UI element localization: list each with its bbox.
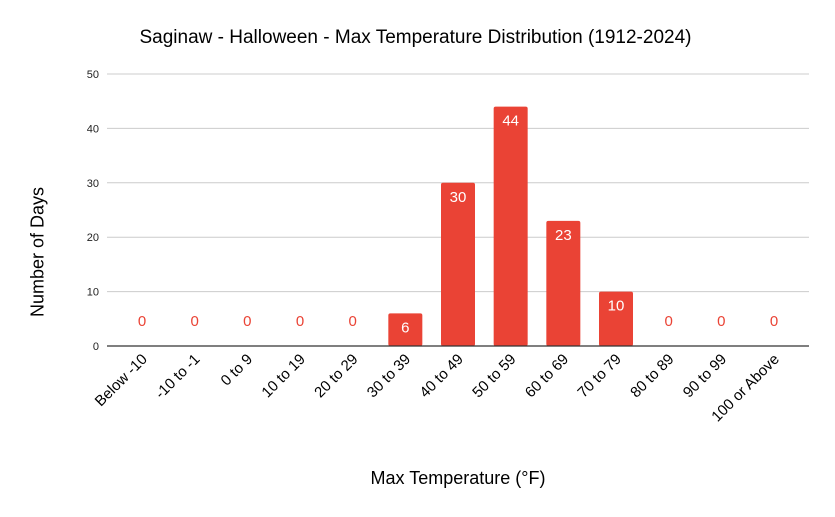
data-label: 0 <box>190 313 198 330</box>
data-label: 23 <box>555 227 572 244</box>
x-tick-label: 70 to 79 <box>574 351 624 401</box>
data-label: 0 <box>717 313 725 330</box>
y-tick-label: 50 <box>87 69 99 81</box>
x-tick-label: 50 to 59 <box>469 351 519 401</box>
x-tick-label: 60 to 69 <box>522 351 572 401</box>
y-tick-label: 30 <box>87 178 99 190</box>
data-label: 0 <box>243 313 251 330</box>
bar <box>441 182 475 346</box>
chart-title-text: Saginaw - Halloween - Max Temperature Di… <box>139 27 692 48</box>
data-label: 0 <box>296 313 304 330</box>
data-label: 0 <box>664 313 672 330</box>
x-tick-label: -10 to -1 <box>152 351 204 403</box>
x-axis-label: Max Temperature (°F) <box>370 468 546 488</box>
data-label: 0 <box>348 313 356 330</box>
y-tick-label: 20 <box>87 232 99 244</box>
data-label: 0 <box>770 313 778 330</box>
bar <box>546 220 581 346</box>
x-tick-label: 90 to 99 <box>680 351 730 401</box>
y-tick-label: 10 <box>87 287 99 299</box>
x-tick-label: 20 to 29 <box>311 351 361 401</box>
x-tick-label: Below -10 <box>92 351 151 410</box>
data-label: 10 <box>608 298 625 315</box>
bar <box>388 313 423 346</box>
y-tick-label: 0 <box>93 341 99 353</box>
data-label: 44 <box>502 113 519 130</box>
data-label: 0 <box>138 313 146 330</box>
y-tick-label: 40 <box>87 123 99 135</box>
data-label: 30 <box>450 189 467 206</box>
x-tick-label: 80 to 89 <box>627 351 677 401</box>
x-tick-label: 10 to 19 <box>258 351 308 401</box>
bar <box>493 106 528 346</box>
x-tick-label: 0 to 9 <box>218 351 257 390</box>
x-tick-label: 30 to 39 <box>364 351 414 401</box>
chart-title: Saginaw - Halloween - Max Temperature Di… <box>0 27 835 49</box>
data-label: 6 <box>401 319 409 336</box>
x-tick-label: 40 to 49 <box>416 351 466 401</box>
bar <box>599 291 633 346</box>
